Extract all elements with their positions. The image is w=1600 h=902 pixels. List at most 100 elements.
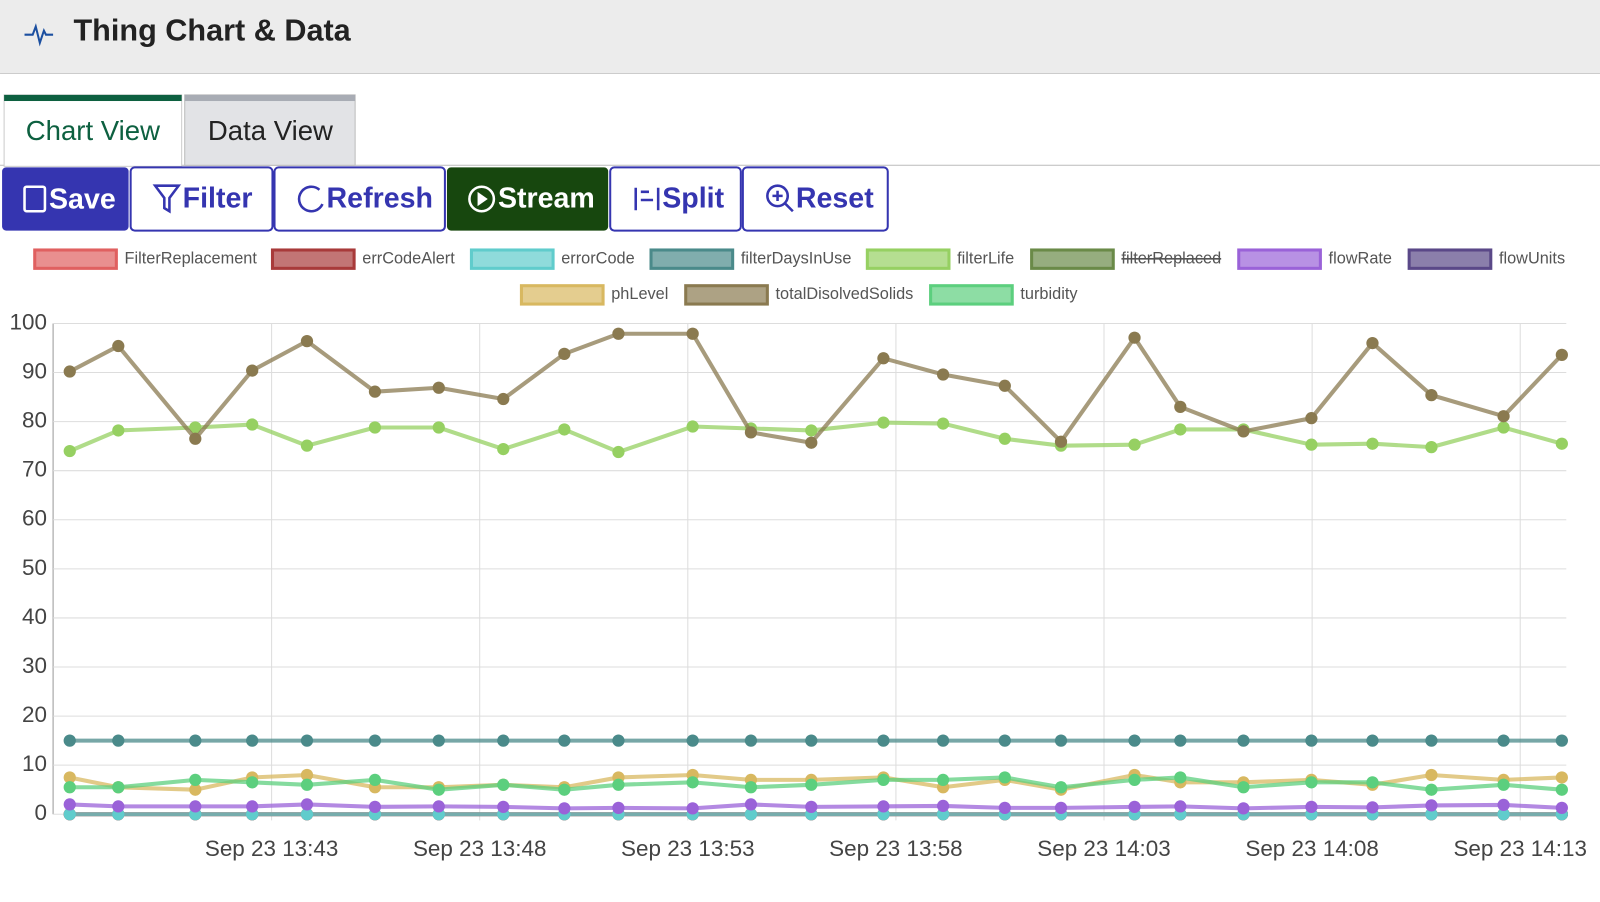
stream-button[interactable] bbox=[446, 167, 609, 231]
button-label[interactable]: Stream bbox=[498, 183, 595, 215]
data-point bbox=[612, 801, 625, 814]
data-point bbox=[612, 445, 625, 459]
data-point bbox=[686, 776, 699, 789]
data-point bbox=[432, 783, 445, 796]
x-tick-label: Sep 23 14:08 bbox=[1245, 836, 1379, 861]
data-point bbox=[686, 734, 699, 747]
legend-label[interactable]: filterReplaced bbox=[1121, 249, 1221, 267]
data-point bbox=[1174, 400, 1187, 414]
data-point bbox=[300, 778, 314, 791]
data-point bbox=[189, 421, 202, 434]
data-point bbox=[1366, 437, 1379, 450]
data-point bbox=[1305, 734, 1318, 747]
y-tick-label: 30 bbox=[22, 653, 47, 678]
filter-button[interactable] bbox=[129, 166, 274, 232]
legend-label[interactable]: flowUnits bbox=[1499, 249, 1565, 267]
data-point bbox=[558, 783, 571, 796]
data-point bbox=[1555, 348, 1568, 361]
split-button[interactable] bbox=[609, 166, 742, 232]
data-point bbox=[497, 778, 510, 791]
data-point bbox=[63, 365, 76, 378]
legend-swatch bbox=[684, 284, 769, 306]
filter-icon bbox=[152, 184, 182, 214]
tab-indicator bbox=[184, 94, 356, 102]
data-point bbox=[998, 771, 1011, 784]
data-point bbox=[1128, 800, 1141, 814]
legend-label[interactable]: errCodeAlert bbox=[362, 249, 455, 267]
data-point bbox=[300, 768, 314, 782]
data-point bbox=[744, 781, 758, 794]
reset-icon bbox=[772, 190, 794, 213]
data-point bbox=[1425, 783, 1438, 796]
refresh-button[interactable] bbox=[273, 166, 446, 232]
data-point bbox=[1305, 412, 1318, 425]
data-point bbox=[612, 327, 625, 340]
data-point bbox=[1555, 801, 1568, 814]
page-title: Thing Chart & Data bbox=[74, 14, 352, 48]
button-label[interactable]: Reset bbox=[796, 183, 874, 215]
data-point bbox=[1425, 734, 1438, 747]
x-tick-label: Sep 23 13:53 bbox=[621, 836, 755, 861]
data-point bbox=[1366, 776, 1379, 789]
data-point bbox=[112, 800, 125, 813]
tab[interactable] bbox=[184, 94, 356, 166]
data-point bbox=[558, 802, 571, 815]
data-point bbox=[1497, 421, 1510, 434]
button-label[interactable]: Refresh bbox=[327, 183, 433, 215]
data-point bbox=[1425, 799, 1438, 812]
data-point bbox=[1425, 808, 1438, 821]
data-point bbox=[63, 734, 76, 747]
data-point bbox=[998, 801, 1011, 814]
data-point bbox=[368, 800, 382, 814]
data-point bbox=[189, 783, 202, 796]
tab-label[interactable]: Chart View bbox=[26, 115, 160, 146]
data-point bbox=[744, 798, 758, 811]
data-point bbox=[246, 776, 259, 789]
data-point bbox=[1054, 801, 1068, 814]
data-point bbox=[686, 802, 699, 815]
tab-label[interactable]: Data View bbox=[208, 115, 333, 146]
data-point bbox=[744, 734, 758, 747]
data-point bbox=[805, 800, 818, 814]
legend-label[interactable]: errorCode bbox=[561, 249, 634, 267]
button-label[interactable]: Split bbox=[662, 183, 724, 215]
data-point bbox=[936, 773, 950, 787]
legend-label[interactable]: phLevel bbox=[611, 285, 668, 303]
data-point bbox=[300, 439, 314, 452]
data-point bbox=[877, 734, 890, 747]
y-tick-label: 50 bbox=[22, 555, 47, 580]
legend-label[interactable]: filterDaysInUse bbox=[741, 249, 852, 267]
legend-label[interactable]: totalDisolvedSolids bbox=[776, 285, 914, 303]
reset-button[interactable] bbox=[741, 166, 889, 232]
data-point bbox=[1174, 423, 1187, 436]
tab-active[interactable] bbox=[3, 94, 183, 167]
data-point bbox=[1305, 800, 1318, 814]
data-point bbox=[112, 781, 125, 794]
data-point bbox=[877, 352, 890, 365]
data-point bbox=[1555, 771, 1568, 784]
stream-icon bbox=[468, 185, 496, 213]
data-point bbox=[998, 432, 1011, 445]
button-label[interactable]: Filter bbox=[183, 183, 253, 215]
data-point bbox=[936, 734, 950, 747]
data-point bbox=[497, 734, 510, 747]
data-point bbox=[1237, 781, 1250, 794]
data-point bbox=[805, 436, 818, 449]
data-point bbox=[63, 771, 76, 784]
data-point bbox=[300, 335, 314, 348]
refresh-icon bbox=[297, 185, 324, 213]
y-tick-label: 90 bbox=[22, 358, 47, 383]
legend-label[interactable]: turbidity bbox=[1020, 285, 1078, 303]
data-point bbox=[1237, 802, 1250, 815]
legend-swatch bbox=[519, 284, 605, 306]
data-point bbox=[1128, 438, 1141, 451]
legend-label[interactable]: FilterReplacement bbox=[125, 249, 258, 267]
data-point bbox=[63, 781, 76, 794]
save-button[interactable] bbox=[2, 167, 129, 231]
data-point bbox=[805, 778, 818, 791]
legend-label[interactable]: flowRate bbox=[1329, 249, 1392, 267]
data-point bbox=[805, 424, 818, 437]
button-label[interactable]: Save bbox=[49, 184, 116, 216]
legend-label[interactable]: filterLife bbox=[957, 249, 1014, 267]
data-point bbox=[300, 808, 314, 821]
